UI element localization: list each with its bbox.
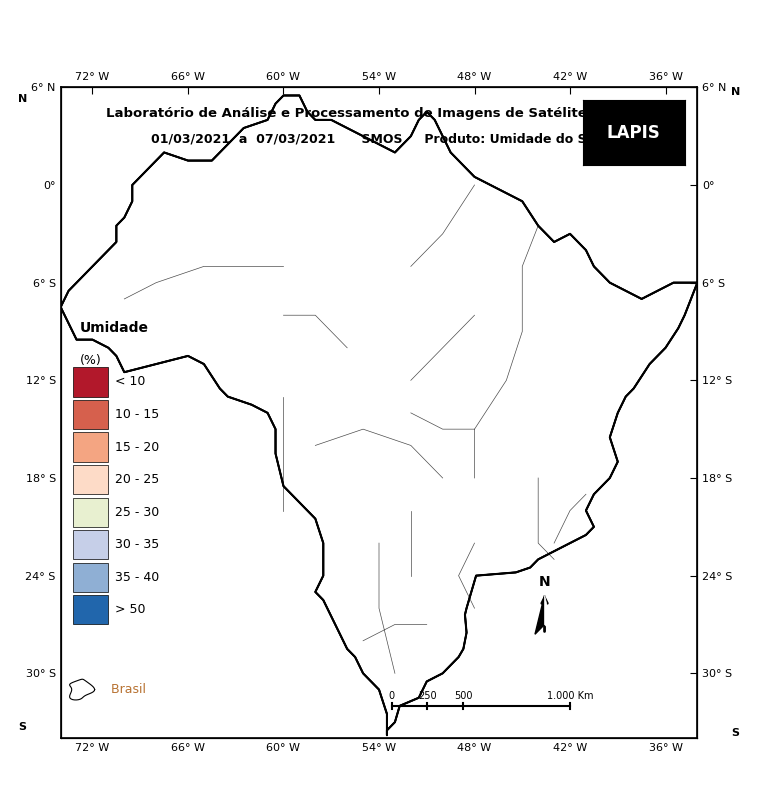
Text: N: N: [17, 94, 27, 104]
Text: 25 - 30: 25 - 30: [114, 506, 159, 518]
Text: S: S: [731, 728, 740, 738]
Text: 15 - 20: 15 - 20: [114, 441, 159, 453]
Text: 20 - 25: 20 - 25: [114, 473, 159, 486]
Text: 1.000 Km: 1.000 Km: [547, 692, 594, 701]
Bar: [74, 400, 108, 429]
Bar: [74, 563, 108, 592]
Bar: [74, 530, 108, 559]
Text: 01/03/2021  a  07/03/2021      SMOS     Produto: Umidade do Solo: 01/03/2021 a 07/03/2021 SMOS Produto: Um…: [151, 133, 607, 146]
Text: 10 - 15: 10 - 15: [114, 408, 159, 421]
Text: N: N: [539, 575, 550, 588]
Text: Laboratório de Análise e Processamento de Imagens de Satélites - LAPIS: Laboratório de Análise e Processamento d…: [106, 107, 652, 120]
Text: 500: 500: [454, 692, 472, 701]
Text: 35 - 40: 35 - 40: [114, 571, 159, 584]
PathPatch shape: [61, 87, 697, 738]
Text: Umidade: Umidade: [80, 321, 149, 335]
Bar: [74, 596, 108, 624]
Text: Brasil: Brasil: [99, 683, 146, 696]
Bar: [74, 465, 108, 494]
Text: < 10: < 10: [114, 376, 145, 388]
Text: 250: 250: [418, 692, 437, 701]
Bar: [74, 498, 108, 527]
Text: N: N: [731, 87, 741, 98]
Text: 0: 0: [389, 692, 395, 701]
Text: > 50: > 50: [114, 603, 146, 616]
Text: (%): (%): [80, 354, 102, 368]
Bar: [74, 433, 108, 462]
Bar: [74, 368, 108, 397]
Polygon shape: [535, 596, 544, 634]
Polygon shape: [544, 596, 554, 634]
Text: 30 - 35: 30 - 35: [114, 538, 159, 551]
Text: S: S: [18, 722, 27, 732]
